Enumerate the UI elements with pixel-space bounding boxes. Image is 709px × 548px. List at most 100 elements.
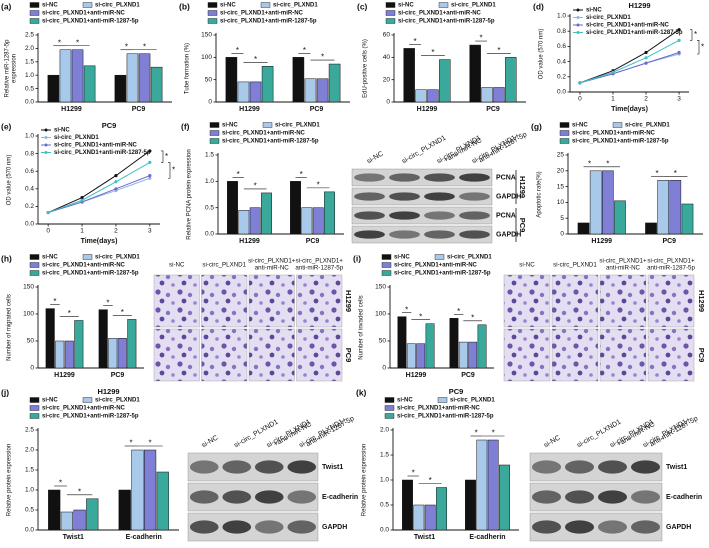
y-tick-label: 0 (560, 231, 564, 238)
legend-label: si-circ_PLXND1+anti-miR-1287-5p (397, 414, 494, 420)
blot-band (630, 520, 661, 534)
y-tick-label: 0.0 (205, 231, 214, 238)
y-axis-label: expression (12, 54, 18, 83)
legend-label: si-circ_PLXND1 (586, 15, 631, 21)
legend-label: si-NC (42, 3, 58, 9)
significance: * (254, 55, 257, 64)
bar (47, 74, 60, 103)
bar (304, 78, 317, 103)
panel-label: (a) (1, 1, 12, 11)
significance: * (53, 297, 56, 306)
y-axis-label: Number of migrated cells (7, 294, 13, 361)
y-axis-label: Number of invaded cells (359, 295, 365, 359)
legend-label: si-circ_PLXND1 (54, 135, 99, 141)
blot-band (287, 520, 317, 534)
blot-band (597, 460, 628, 474)
legend-swatch (209, 122, 220, 128)
legend-label: si-NC (42, 255, 58, 261)
micrograph (647, 328, 695, 382)
bar (436, 487, 447, 531)
legend-swatch (209, 130, 220, 136)
legend-marker (44, 143, 48, 147)
legend-swatch (437, 397, 448, 403)
legend-swatch (559, 122, 570, 128)
bar (458, 341, 468, 369)
x-tick-label: 2 (114, 228, 118, 235)
y-tick-label: 1.0 (205, 178, 214, 185)
legend-label: si-circ_PLXND1+anti-miR-NC (42, 263, 126, 269)
blot-row-label: Twist1 (666, 464, 687, 471)
x-tick-label: 2 (644, 96, 648, 103)
legend-swatch (434, 254, 445, 260)
micrograph-column-label: anti-miR-NC (255, 265, 290, 272)
blot-row-label: E-cadherin (666, 494, 702, 501)
legend-label: si-NC (397, 398, 413, 404)
x-tick-label: PC9 (486, 106, 500, 113)
legend-marker (576, 16, 580, 19)
point (80, 196, 84, 200)
micrograph (153, 274, 200, 328)
blot-band (459, 230, 490, 239)
chart-title: H1299 (97, 387, 119, 396)
legend-label: si-circ_PLXND1+anti-miR-1287-5p (586, 30, 683, 36)
significance: * (236, 46, 239, 55)
micrograph (551, 328, 599, 382)
legend-label: si-NC (394, 255, 410, 261)
panel-label: (c) (357, 1, 368, 11)
legend-label: si-NC (572, 123, 588, 129)
significance: * (303, 46, 306, 55)
y-tick-label: 0.6 (557, 43, 566, 50)
blot-strip (351, 187, 493, 206)
sig-bracket (690, 29, 693, 41)
y-tick-label: 40 (383, 54, 391, 61)
blot-column-label: anti-miR-1287-5p (305, 415, 355, 448)
micrograph (296, 328, 343, 382)
legend-label: si-circ_PLXND1+anti-miR-1287-5p (54, 150, 151, 156)
blot-row-label: GAPDH (496, 193, 521, 200)
significance: * (58, 38, 61, 47)
bar (476, 439, 488, 531)
legend-swatch (438, 2, 449, 8)
legend-label: si-circ_PLXND1 (447, 255, 492, 261)
panel-label: (f) (181, 121, 190, 131)
significance: * (165, 152, 168, 161)
bar (83, 65, 96, 103)
legend-swatch (29, 262, 40, 268)
y-tick-label: 60 (383, 32, 391, 39)
bar (577, 222, 590, 235)
bar (301, 207, 313, 235)
legend-swatch (559, 138, 570, 144)
legend-swatch (29, 270, 40, 276)
bar (64, 340, 74, 369)
bar (261, 192, 272, 235)
y-tick-label: 0.2 (25, 203, 34, 210)
legend-label: si-circ_PLXND1+anti-miR-NC (54, 143, 138, 149)
blot-row-label: E-cadherin (322, 494, 358, 501)
significance: * (76, 38, 79, 47)
legend-marker (44, 151, 48, 154)
legend-label: si-circ_PLXND1+anti-miR-1287-5p (222, 139, 319, 145)
y-tick-label: 0.0 (25, 99, 34, 106)
bar (406, 343, 416, 369)
legend-swatch (385, 18, 396, 24)
y-axis-label: Apoptotic rate(%) (537, 171, 543, 217)
y-tick-label: 1.0 (380, 477, 389, 484)
point (677, 28, 681, 32)
legend-label: si-circ_PLXND1+anti-miR-NC (572, 131, 656, 137)
legend-label: si-circ_PLXND1+anti-miR-NC (222, 131, 306, 137)
x-tick-label: 3 (677, 96, 681, 103)
y-tick-label: 1.5 (25, 59, 34, 66)
y-tick-label: 0.4 (557, 58, 566, 65)
bar (117, 338, 127, 369)
micrograph-row-label: PC9 (344, 348, 353, 363)
micrograph-column-label: si-circ_PLXND1+ (296, 258, 344, 265)
legend-label: si-circ_PLXND1+anti-miR-NC (42, 11, 126, 17)
point (114, 174, 118, 178)
bar (227, 181, 238, 235)
significance: * (431, 48, 434, 57)
x-tick-label: H1299 (417, 106, 438, 113)
micrograph (503, 328, 551, 382)
legend-swatch (207, 2, 218, 8)
bar (645, 222, 657, 235)
significance: * (237, 170, 240, 179)
